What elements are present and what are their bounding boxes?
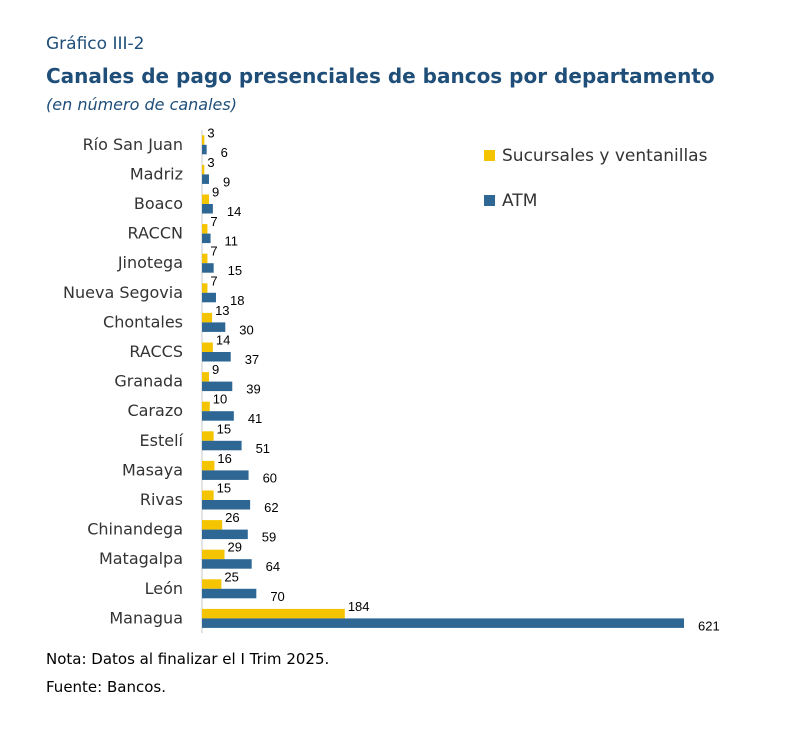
category-label: Carazo: [127, 401, 183, 420]
data-label-sucursales: 184: [348, 599, 370, 614]
data-label-atm: 51: [256, 441, 270, 456]
data-label-sucursales: 7: [210, 273, 217, 288]
data-label-atm: 621: [698, 618, 720, 633]
category-label: RACCS: [129, 342, 183, 361]
data-label-atm: 15: [228, 263, 242, 278]
bar-atm: [202, 588, 257, 599]
data-label-sucursales: 3: [207, 125, 214, 140]
chart-title: Canales de pago presenciales de bancos p…: [46, 64, 715, 88]
bar-atm: [202, 411, 234, 421]
data-label-sucursales: 13: [215, 303, 229, 318]
bar-sucursales: [202, 224, 208, 234]
bar-sucursales: [202, 283, 208, 293]
chart-subtitle: (en número de canales): [46, 95, 237, 114]
bar-sucursales: [202, 164, 205, 175]
bar-atm: [202, 618, 684, 628]
bar-atm: [202, 263, 214, 273]
category-label: Río San Juan: [83, 135, 183, 154]
category-label: Managua: [109, 608, 183, 627]
bar-atm: [202, 500, 251, 510]
bar-atm: [202, 559, 252, 569]
data-label-atm: 41: [248, 411, 262, 426]
data-label-atm: 59: [262, 530, 276, 545]
bar-sucursales: [202, 608, 345, 619]
bar-sucursales: [202, 431, 214, 441]
bar-sucursales: [202, 549, 225, 560]
data-label-atm: 39: [246, 382, 260, 397]
category-label: RACCN: [128, 224, 183, 243]
data-label-atm: 37: [245, 352, 259, 367]
category-label: León: [145, 579, 183, 598]
data-label-atm: 70: [270, 589, 284, 604]
data-label-sucursales: 26: [225, 510, 239, 525]
category-label: Granada: [114, 372, 183, 391]
data-label-sucursales: 9: [212, 185, 219, 200]
bar-atm: [202, 174, 209, 184]
bar-sucursales: [202, 460, 215, 471]
legend-swatch: [484, 195, 495, 206]
chart-source: Fuente: Bancos.: [46, 678, 166, 696]
category-label: Jinotega: [117, 253, 183, 272]
data-label-atm: 9: [223, 174, 230, 189]
data-label-sucursales: 14: [216, 333, 230, 348]
category-label: Nueva Segovia: [63, 283, 183, 302]
bar-atm: [202, 440, 242, 451]
chart-label: Gráfico III-2: [46, 34, 145, 54]
data-label-atm: 18: [230, 293, 244, 308]
bar-sucursales: [202, 342, 213, 352]
data-label-sucursales: 16: [217, 451, 231, 466]
data-label-sucursales: 25: [224, 569, 238, 584]
bar-atm: [202, 144, 207, 155]
data-label-atm: 11: [225, 234, 239, 249]
bar-atm: [202, 233, 211, 244]
bar-atm: [202, 322, 226, 332]
category-label: Chontales: [103, 312, 183, 331]
data-label-sucursales: 10: [213, 392, 227, 407]
bar-atm: [202, 292, 216, 303]
bar-sucursales: [202, 401, 210, 412]
bar-atm: [202, 204, 213, 214]
bar-atm: [202, 352, 231, 362]
data-label-sucursales: 3: [207, 155, 214, 170]
chart-legend: Sucursales y ventanillas ATM: [484, 146, 708, 211]
bar-atm: [202, 381, 233, 392]
data-label-sucursales: 7: [210, 214, 217, 229]
data-label-sucursales: 15: [217, 421, 231, 436]
bar-sucursales: [202, 520, 223, 530]
bar-atm: [202, 529, 248, 540]
chart-note: Nota: Datos al finalizar el I Trim 2025.: [46, 650, 330, 668]
chart-marks: Río San Juan36Madriz39Boaco914RACCN711Ji…: [63, 125, 720, 633]
data-label-sucursales: 9: [212, 362, 219, 377]
category-label: Madriz: [130, 164, 183, 183]
data-label-atm: 60: [263, 470, 277, 485]
bar-sucursales: [202, 312, 213, 323]
bar-sucursales: [202, 372, 209, 382]
data-label-sucursales: 7: [210, 244, 217, 259]
data-label-atm: 14: [227, 204, 241, 219]
bar-atm: [202, 470, 249, 480]
data-label-atm: 6: [221, 145, 228, 160]
category-label: Masaya: [122, 460, 183, 479]
data-label-atm: 62: [264, 500, 278, 515]
legend-swatch: [484, 150, 495, 161]
category-label: Boaco: [134, 194, 183, 213]
bar-sucursales: [202, 135, 205, 145]
bar-sucursales: [202, 253, 208, 264]
data-label-sucursales: 15: [217, 481, 231, 496]
bar-sucursales: [202, 579, 222, 589]
legend-label: Sucursales y ventanillas: [502, 146, 708, 166]
category-label: Matagalpa: [99, 549, 183, 568]
legend-label: ATM: [502, 191, 537, 211]
data-label-atm: 30: [239, 322, 253, 337]
bar-sucursales: [202, 194, 209, 204]
category-label: Estelí: [140, 431, 184, 450]
data-label-sucursales: 29: [228, 540, 242, 555]
data-label-atm: 64: [266, 559, 280, 574]
category-label: Rivas: [140, 490, 183, 509]
bar-sucursales: [202, 490, 214, 500]
category-label: Chinandega: [87, 520, 183, 539]
